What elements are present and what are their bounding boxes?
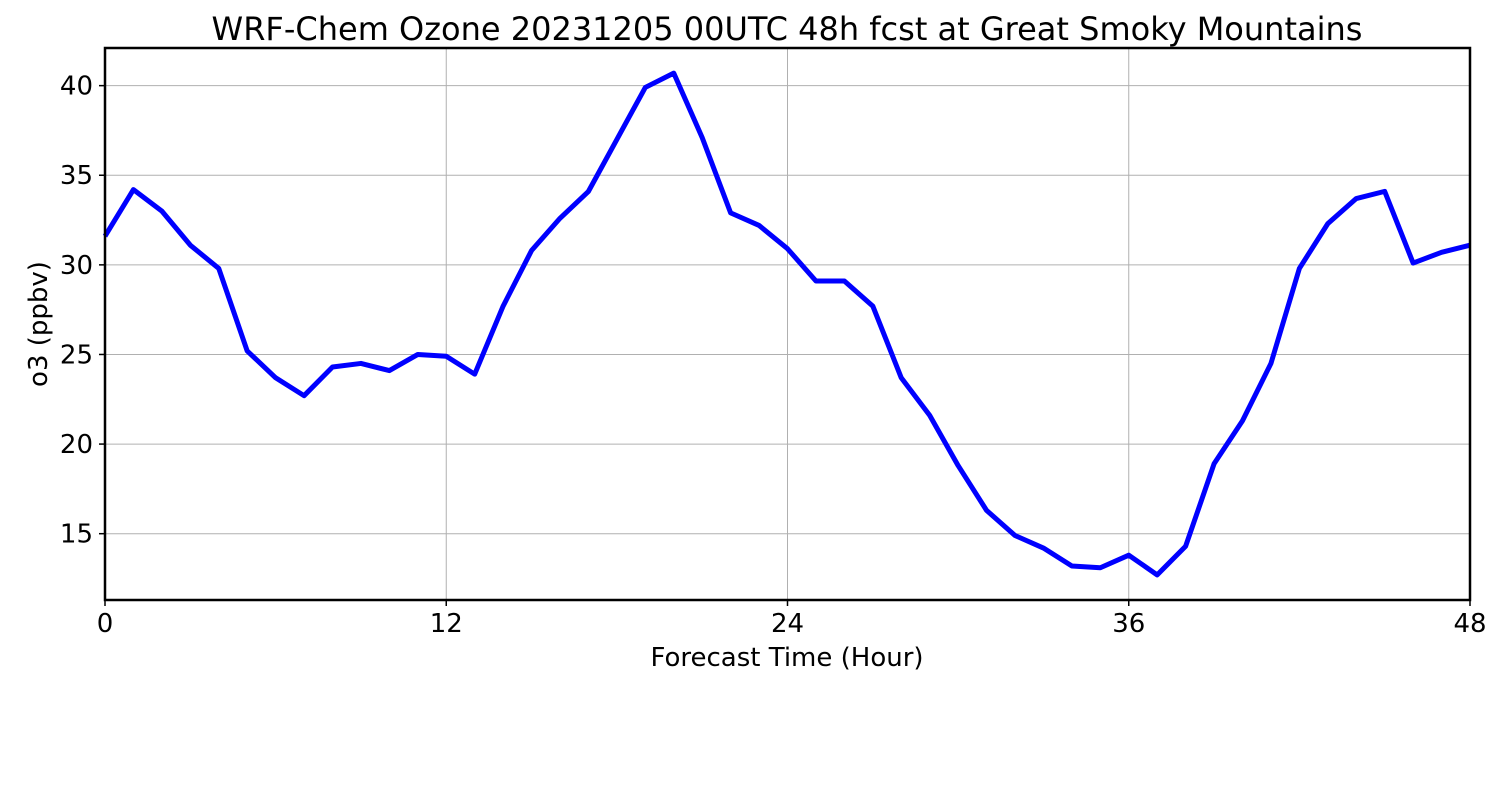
y-tick-label-40: 40 [60, 72, 93, 102]
y-tick-label-35: 35 [60, 161, 93, 191]
x-tick-labels: 0 12 24 36 48 [97, 609, 1487, 639]
x-tick-label-24: 24 [771, 609, 804, 639]
y-tick-label-15: 15 [60, 520, 93, 550]
x-axis-label: Forecast Time (Hour) [650, 643, 923, 673]
y-tick-labels: 15 20 25 30 35 40 [60, 72, 93, 550]
x-tick-label-48: 48 [1453, 609, 1486, 639]
y-tick-label-20: 20 [60, 430, 93, 460]
y-tick-label-25: 25 [60, 340, 93, 370]
chart-title: WRF-Chem Ozone 20231205 00UTC 48h fcst a… [212, 10, 1363, 48]
series-group [102, 70, 1471, 578]
tick-marks [99, 84, 1471, 606]
series-line-o3 [102, 70, 1471, 578]
grid-lines [104, 48, 1471, 600]
y-tick-label-30: 30 [60, 251, 93, 281]
x-tick-label-12: 12 [430, 609, 463, 639]
y-axis-label: o3 (ppbv) [24, 261, 54, 387]
x-tick-label-0: 0 [97, 609, 114, 639]
x-tick-label-36: 36 [1112, 609, 1145, 639]
